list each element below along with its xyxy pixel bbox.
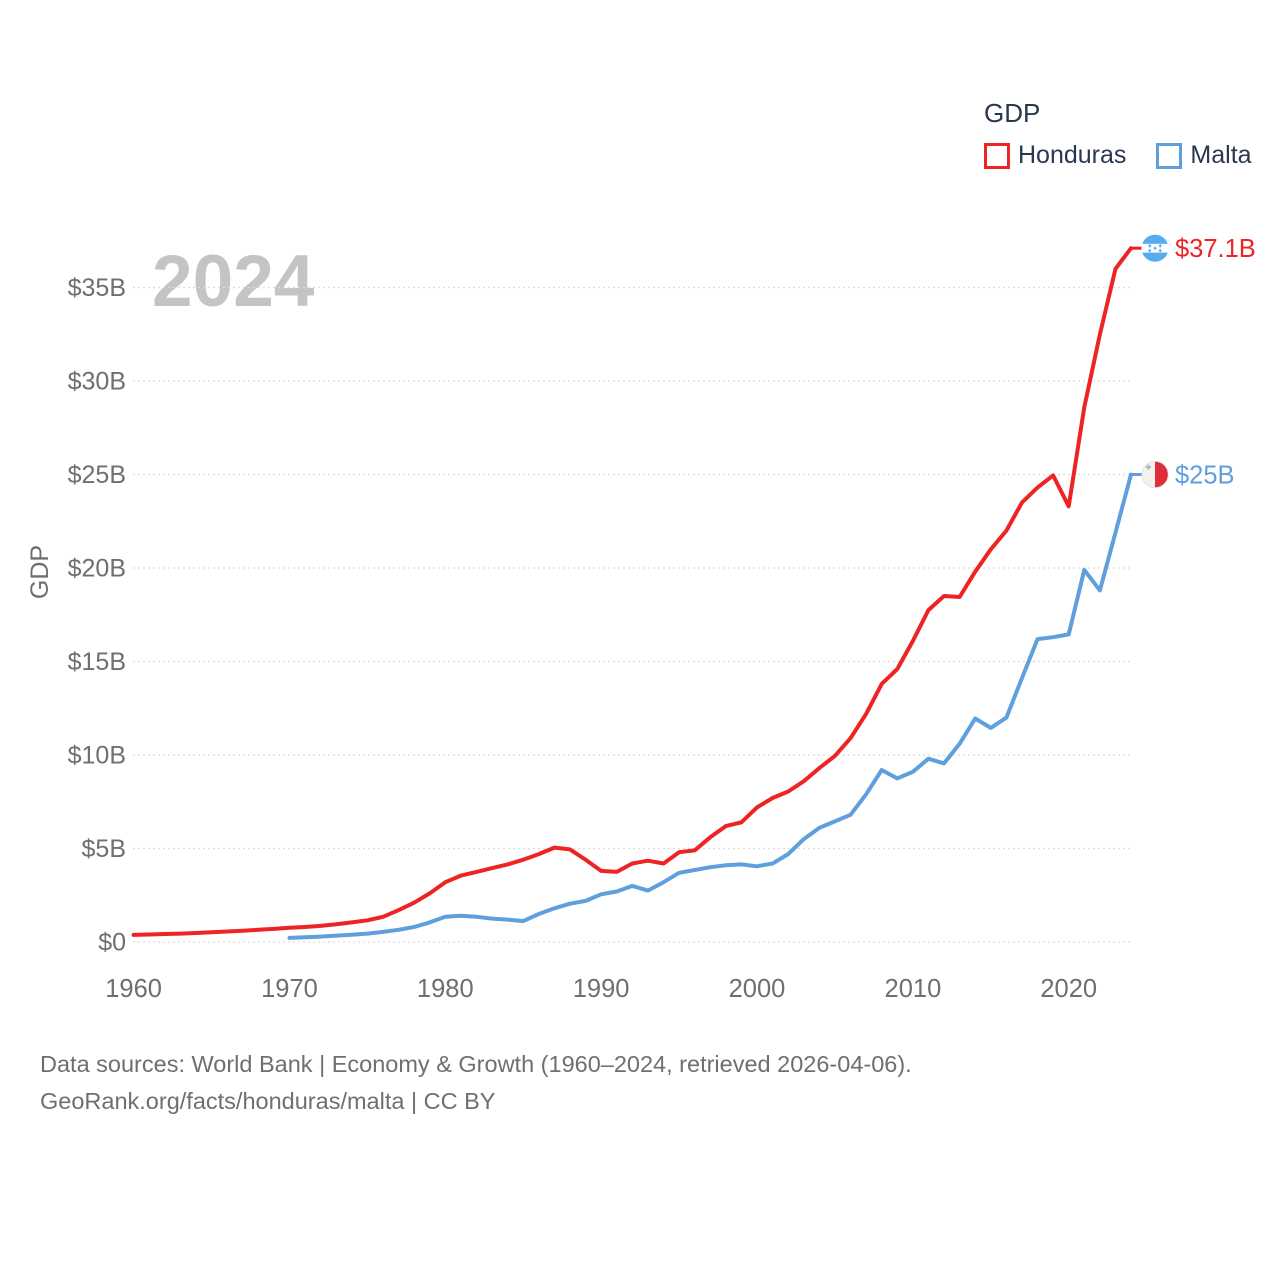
y-axis-tick: $0 xyxy=(98,929,126,957)
honduras-end-value-label: $37.1B xyxy=(1175,235,1256,263)
honduras-swatch-icon xyxy=(984,142,1010,169)
y-axis-tick: $15B xyxy=(68,648,126,676)
x-axis-tick: 1980 xyxy=(417,975,474,1003)
malta-swatch-icon xyxy=(1156,142,1183,169)
footer-data-sources: Data sources: World Bank | Economy & Gro… xyxy=(40,1051,912,1077)
x-axis-tick: 1990 xyxy=(573,975,630,1003)
x-axis-tick: 2010 xyxy=(885,975,942,1003)
legend-item-label: Honduras xyxy=(1018,141,1127,169)
legend-item-label: Malta xyxy=(1190,141,1252,169)
malta-end-value-label: $25B xyxy=(1175,462,1235,490)
year-watermark: 2024 xyxy=(152,241,315,322)
y-axis-tick: $30B xyxy=(68,368,126,396)
legend-items: Honduras Malta xyxy=(984,141,1252,170)
x-axis-tick: 1970 xyxy=(261,975,318,1003)
y-axis-tick: $25B xyxy=(68,461,126,489)
honduras-line[interactable] xyxy=(131,246,1133,937)
footer-attribution: GeoRank.org/facts/honduras/malta | CC BY xyxy=(40,1088,496,1114)
x-axis-tick: 2020 xyxy=(1040,975,1097,1003)
malta-flag-icon xyxy=(1141,461,1169,488)
malta-line[interactable] xyxy=(287,472,1133,940)
y-axis-title: GDP xyxy=(26,545,54,599)
x-axis-tick: 1960 xyxy=(105,975,162,1003)
x-axis-tick: 2000 xyxy=(729,975,786,1003)
y-axis-tick: $20B xyxy=(68,555,126,583)
chart-footer: Data sources: World Bank | Economy & Gro… xyxy=(40,1046,912,1120)
honduras-flag-icon xyxy=(1141,234,1169,262)
y-axis-tick: $10B xyxy=(68,742,126,770)
legend-title: GDP xyxy=(984,98,1041,128)
legend-item-malta[interactable]: Malta xyxy=(1156,141,1252,170)
chart-legend: GDP Honduras Malta xyxy=(984,98,1252,170)
y-axis-tick: $35B xyxy=(68,274,126,302)
y-axis-tick: $5B xyxy=(82,835,126,863)
legend-item-honduras[interactable]: Honduras xyxy=(984,141,1126,170)
